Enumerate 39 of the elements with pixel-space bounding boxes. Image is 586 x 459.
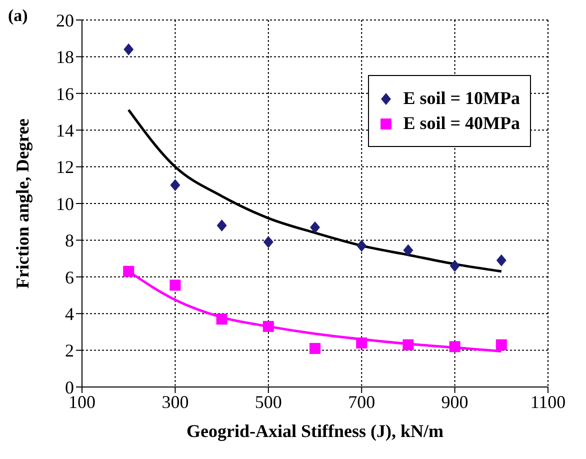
point bbox=[356, 240, 367, 252]
y-tick-label: 18 bbox=[56, 47, 74, 68]
point bbox=[262, 320, 274, 332]
point bbox=[310, 342, 320, 354]
point bbox=[170, 280, 181, 291]
y-tick-label: 6 bbox=[65, 267, 74, 288]
point bbox=[403, 244, 414, 256]
y-tick-label: 4 bbox=[65, 304, 74, 324]
y-tick-label: 16 bbox=[56, 84, 74, 104]
point bbox=[216, 220, 227, 232]
y-axis-title: Friction angle, Degree bbox=[12, 118, 32, 289]
point bbox=[216, 314, 228, 325]
point bbox=[402, 339, 414, 350]
point bbox=[496, 254, 506, 266]
x-tick-label: 1100 bbox=[530, 392, 566, 412]
legend-label: E soil = 10MPa bbox=[403, 88, 520, 109]
point bbox=[124, 43, 134, 56]
y-tick-label: 14 bbox=[56, 120, 74, 140]
x-tick-label: 500 bbox=[254, 392, 282, 412]
point bbox=[450, 260, 460, 272]
legend-label: E soil = 40MPa bbox=[403, 113, 520, 134]
y-tick-label: 20 bbox=[56, 10, 74, 30]
x-axis-title: Geogrid-Axial Stiffness (J), kN/m bbox=[186, 421, 444, 441]
point bbox=[170, 179, 180, 192]
y-tick-label: 8 bbox=[65, 230, 74, 251]
y-tick-label: 0 bbox=[65, 377, 74, 398]
point bbox=[263, 236, 274, 248]
point bbox=[310, 221, 320, 234]
x-tick-label: 700 bbox=[348, 392, 376, 412]
y-tick-label: 2 bbox=[65, 340, 74, 361]
x-tick-label: 900 bbox=[441, 392, 468, 412]
point bbox=[123, 266, 134, 277]
chart-title: (a) bbox=[8, 6, 28, 26]
y-tick-label: 12 bbox=[56, 157, 74, 178]
point bbox=[496, 339, 507, 350]
point bbox=[449, 341, 460, 352]
point bbox=[356, 337, 368, 348]
y-tick-label: 10 bbox=[56, 194, 74, 214]
x-tick-label: 300 bbox=[162, 392, 189, 412]
